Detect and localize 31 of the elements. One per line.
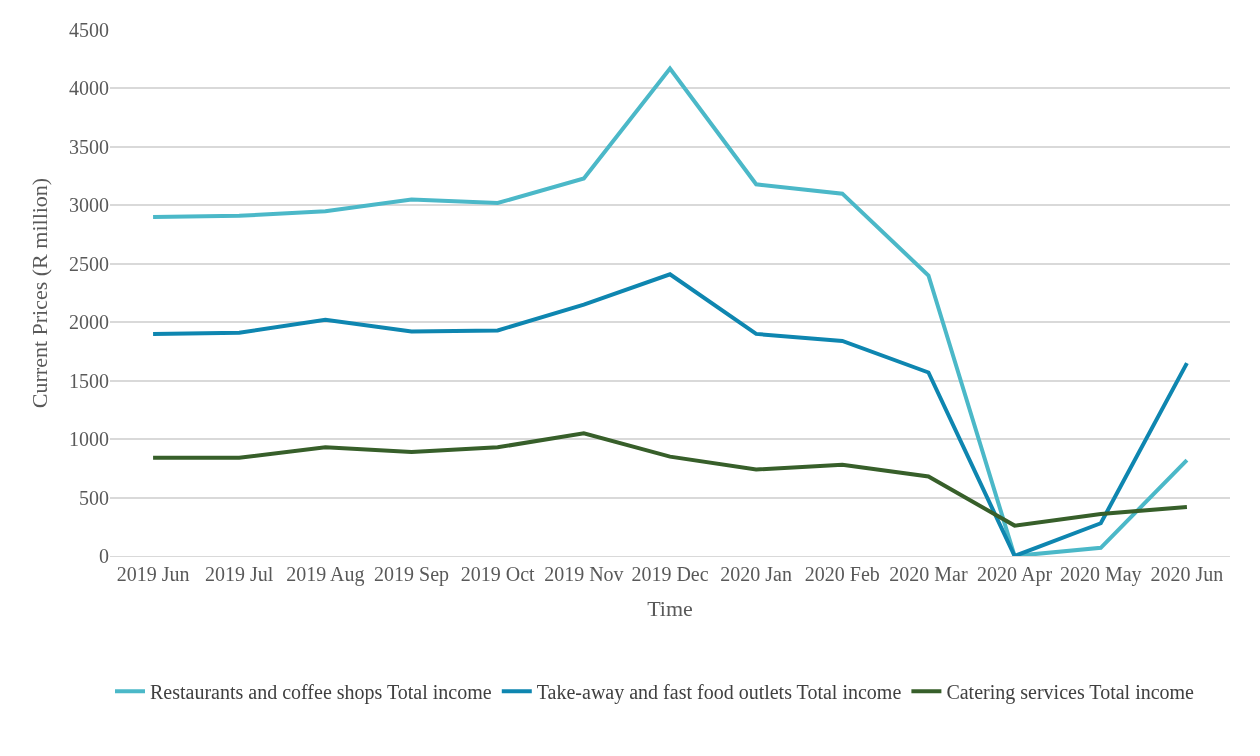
y-tick-label: 1000 xyxy=(69,428,109,451)
x-tick-label: 2019 Nov xyxy=(544,563,624,585)
x-tick-label: 2019 Sep xyxy=(374,563,450,586)
line-series xyxy=(151,431,1189,528)
y-tick-label: 2500 xyxy=(69,252,109,275)
x-tick-label: 2020 May xyxy=(1059,563,1142,586)
x-tick-label: 2019 Aug xyxy=(286,563,365,586)
x-tick-label: 2020 Jan xyxy=(720,563,792,585)
x-tick-label: 2019 Oct xyxy=(460,563,536,585)
x-tick-label: 2019 Jun xyxy=(116,563,190,585)
x-tick-label: 2020 Mar xyxy=(889,563,968,585)
line-series xyxy=(151,66,1189,556)
y-tick-label: 0 xyxy=(99,545,109,567)
legend-label: Take-away and fast food outlets Total income xyxy=(536,681,902,705)
y-tick-label: 4000 xyxy=(69,77,109,100)
x-axis-title: Time xyxy=(647,595,693,621)
y-tick-label: 4500 xyxy=(69,19,109,41)
y-axis-title: Current Prices (R million) xyxy=(26,177,52,409)
y-tick-label: 1500 xyxy=(69,369,109,392)
legend-label: Catering services Total income xyxy=(946,681,1195,705)
y-tick-label: 500 xyxy=(79,486,109,509)
y-tick-label: 3000 xyxy=(69,194,109,217)
y-tick-label: 3500 xyxy=(69,135,109,158)
legend-label: Restaurants and coffee shops Total income xyxy=(150,681,492,705)
y-tick-label: 2000 xyxy=(69,311,109,334)
x-tick-label: 2020 Apr xyxy=(977,563,1053,586)
x-tick-label: 2020 Jun xyxy=(1150,563,1224,585)
line-series xyxy=(151,272,1189,556)
x-tick-label: 2019 Dec xyxy=(631,563,709,585)
x-tick-label: 2020 Feb xyxy=(804,563,880,585)
x-tick-label: 2019 Jul xyxy=(205,563,274,585)
